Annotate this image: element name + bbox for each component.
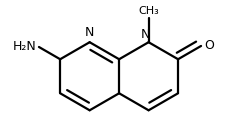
Text: H₂N: H₂N [13, 40, 37, 54]
Text: O: O [204, 39, 214, 52]
Text: N: N [85, 26, 94, 39]
Text: CH₃: CH₃ [138, 6, 159, 16]
Text: N: N [141, 28, 150, 41]
